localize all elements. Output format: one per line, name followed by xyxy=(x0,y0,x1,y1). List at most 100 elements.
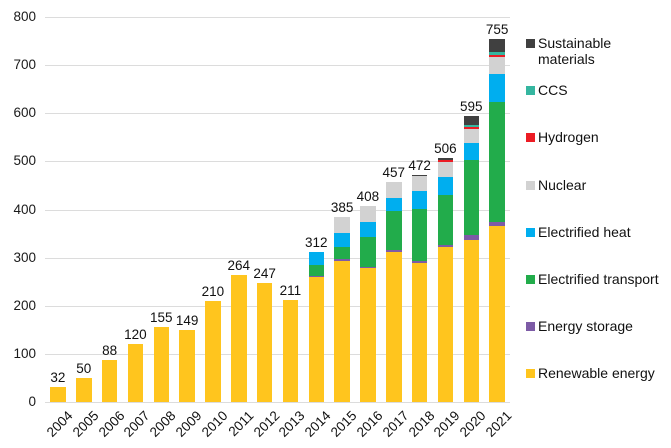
bar-segment-renewable-energy xyxy=(489,225,505,402)
gridline xyxy=(45,257,510,259)
y-axis-tick-label: 100 xyxy=(13,345,36,361)
bar-segment-nuclear xyxy=(360,205,376,222)
bar-segment-renewable-energy xyxy=(437,247,454,402)
bar-segment-electrified-transport xyxy=(334,247,350,260)
gridline xyxy=(45,17,510,18)
legend-swatch-electrified-heat xyxy=(526,227,535,237)
y-axis-tick-label: 0 xyxy=(28,394,36,409)
bar-total-label: 385 xyxy=(330,199,354,215)
bar-total-label: 755 xyxy=(485,21,509,37)
bar-segment-renewable-energy xyxy=(205,300,221,402)
legend-label: Renewable energy xyxy=(538,365,655,382)
gridline xyxy=(45,161,510,163)
y-axis-tick-label: 500 xyxy=(13,153,36,169)
bar-segment-electrified-transport xyxy=(308,264,324,276)
bar-segment-hydrogen xyxy=(463,126,479,129)
bar-segment-ccs xyxy=(489,52,505,55)
bar-total-label: 155 xyxy=(149,310,173,326)
legend-label: Hydrogen xyxy=(538,129,599,146)
gridline xyxy=(45,209,510,211)
bar-total-label: 506 xyxy=(434,141,457,157)
bar-total-label: 88 xyxy=(102,342,118,358)
bar-segment-renewable-energy xyxy=(386,251,402,402)
bar-segment-nuclear xyxy=(411,176,428,191)
bar-segment-nuclear xyxy=(437,162,454,177)
legend-swatch-electrified-transport xyxy=(526,275,535,284)
bar-segment-sustainable-materials xyxy=(411,174,428,177)
gridline xyxy=(45,305,510,307)
y-axis-tick-label: 800 xyxy=(13,9,36,24)
bar-total-label: 408 xyxy=(356,188,380,204)
bar-segment-electrified-transport xyxy=(411,208,428,262)
gridline xyxy=(45,113,510,115)
legend-swatch-ccs xyxy=(526,86,535,96)
gridline xyxy=(45,65,510,67)
legend-swatch-sustainable-materials xyxy=(526,39,535,48)
bar-segment-energy-storage xyxy=(437,244,454,248)
y-axis-tick-label: 600 xyxy=(13,105,36,121)
bar-total-label: 211 xyxy=(279,283,302,299)
bar-total-label: 247 xyxy=(253,266,276,282)
bar-total-label: 149 xyxy=(175,313,199,329)
bar-segment-electrified-heat xyxy=(463,142,479,161)
bar-segment-renewable-energy xyxy=(463,239,479,402)
legend-swatch-nuclear xyxy=(526,180,535,190)
legend-label: Sustainable materials xyxy=(538,35,612,67)
bar-segment-electrified-heat xyxy=(411,190,428,209)
bar-segment-sustainable-materials xyxy=(463,115,479,125)
bar-segment-renewable-energy xyxy=(308,276,324,402)
bar-segment-electrified-heat xyxy=(308,251,324,265)
bar-segment-energy-storage xyxy=(386,249,402,252)
bar-segment-electrified-transport xyxy=(489,101,505,222)
bar-segment-electrified-transport xyxy=(386,211,402,250)
bar-segment-hydrogen xyxy=(489,54,505,57)
bar-total-label: 210 xyxy=(201,283,225,299)
y-axis-tick-label: 300 xyxy=(13,249,36,265)
bar-segment-renewable-energy xyxy=(127,344,144,402)
legend-item-renewable-energy: Renewable energy xyxy=(526,365,655,382)
bar-segment-hydrogen xyxy=(437,160,454,163)
bar-segment-renewable-energy xyxy=(231,274,247,402)
bar-segment-renewable-energy xyxy=(50,386,66,402)
legend-item-nuclear: Nuclear xyxy=(526,177,586,194)
y-axis-tick-label: 400 xyxy=(13,201,36,217)
bar-total-label: 595 xyxy=(459,98,483,114)
bar-segment-energy-storage xyxy=(463,235,479,240)
bar-segment-energy-storage xyxy=(489,222,505,226)
legend: Sustainable materials CCS Hydrogen Nuclear El… xyxy=(526,0,671,448)
gridline xyxy=(45,402,510,403)
bar-segment-electrified-heat xyxy=(437,176,454,195)
bar-total-label: 457 xyxy=(382,165,406,181)
bar-segment-electrified-heat xyxy=(386,197,402,212)
bar-segment-renewable-energy xyxy=(101,359,118,402)
bar-segment-electrified-transport xyxy=(463,160,479,236)
legend-item-ccs: CCS xyxy=(526,82,568,99)
bar-segment-renewable-energy xyxy=(282,300,299,402)
bar-segment-electrified-heat xyxy=(360,222,376,237)
y-axis-tick-label: 700 xyxy=(13,57,36,73)
bar-total-label: 120 xyxy=(124,327,147,343)
legend-swatch-hydrogen xyxy=(526,133,535,143)
bar-segment-sustainable-materials xyxy=(437,158,454,161)
bar-segment-nuclear xyxy=(489,56,505,74)
legend-label: Electrified heat xyxy=(538,223,631,240)
legend-item-electrified-transport: Electrified transport xyxy=(526,271,659,288)
legend-label: Electrified transport xyxy=(538,271,659,287)
bar-segment-electrified-heat xyxy=(334,232,350,248)
legend-label: Energy storage xyxy=(538,318,633,335)
bar-segment-energy-storage xyxy=(360,266,376,268)
legend-swatch-renewable-energy xyxy=(526,369,535,379)
bar-segment-ccs xyxy=(463,124,479,127)
legend-item-energy-storage: Energy storage xyxy=(526,318,633,335)
bar-segment-renewable-energy xyxy=(256,283,273,402)
legend-item-electrified-heat: Electrified heat xyxy=(526,223,631,241)
bar-segment-nuclear xyxy=(463,128,479,143)
legend-item-sustainable-materials: Sustainable materials xyxy=(526,35,612,68)
bar-segment-renewable-energy xyxy=(179,330,195,402)
bar-total-label: 312 xyxy=(304,234,328,250)
bar-segment-renewable-energy xyxy=(334,260,350,402)
y-axis-tick-label: 200 xyxy=(13,297,36,313)
bar-segment-electrified-heat xyxy=(489,73,505,102)
legend-item-hydrogen: Hydrogen xyxy=(526,129,599,146)
